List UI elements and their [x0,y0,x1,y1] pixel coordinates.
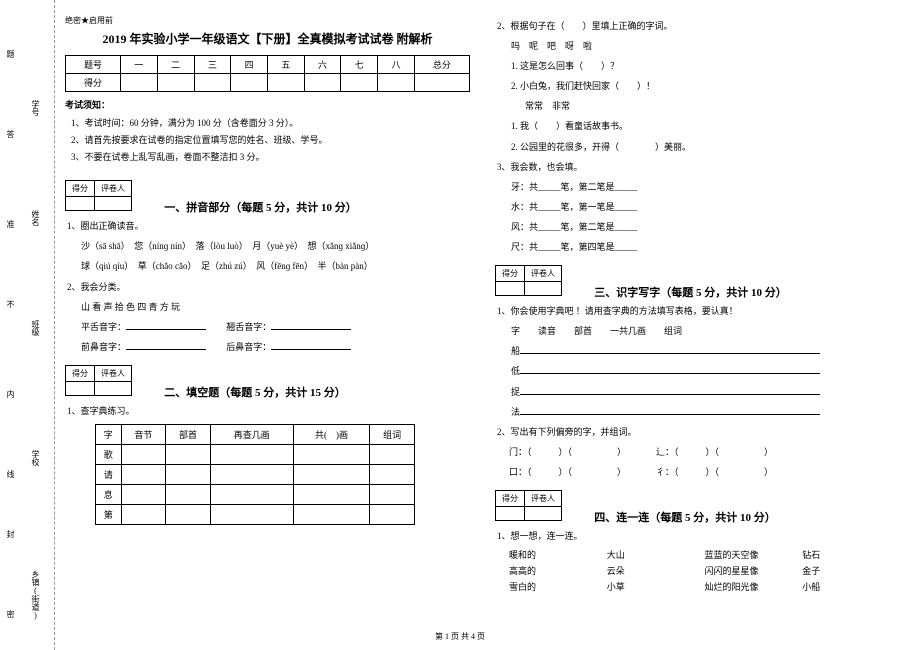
section1-title: 一、拼音部分（每题 5 分，共计 10 分） [164,199,357,215]
binding-margin: 乡镇(街道) 学校 班级 姓名 学号 密 封 线 内 不 准 答 题 [0,0,55,650]
match-row: 雪白的 小草 灿烂的阳光像 小船 [509,580,900,593]
bind-mark: 密 [5,610,16,618]
bind-label: 姓名 [30,210,41,226]
bind-label: 班级 [30,320,41,336]
left-column: 绝密★启用前 2019 年实验小学一年级语文【下册】全真模拟考试试卷 附解析 题… [65,15,470,596]
bind-label: 学号 [30,100,41,116]
score-cell: 一 [121,56,158,74]
score-cell: 题号 [66,56,121,74]
section2-title: 二、填空题（每题 5 分，共计 15 分） [164,384,346,400]
bind-mark: 题 [5,50,16,58]
bind-mark: 线 [5,470,16,478]
notice-item: 3、不要在试卷上乱写乱画，卷面不整洁扣 3 分。 [71,149,470,166]
dict-table: 字 音节 部首 再查几画 共( )画 组词 歌 请 息 第 [95,424,415,525]
score-cell: 二 [157,56,194,74]
bind-label: 学校 [30,450,41,466]
q2-2: 2、根据句子在（ ）里填上正确的字词。 [497,18,900,35]
score-cell: 四 [231,56,268,74]
secret-mark: 绝密★启用前 [65,15,470,26]
exam-title: 2019 年实验小学一年级语文【下册】全真模拟考试试卷 附解析 [65,30,470,47]
q3-1: 1、你会使用字典吧 ！请用查字典的方法填写表格，要认真！ [497,303,900,320]
grader-box: 得分评卷人 [495,490,562,521]
score-cell: 八 [378,56,415,74]
bind-label: 乡镇(街道) [30,570,41,620]
q1-2: 2、我会分类。 [67,279,470,296]
q1-1: 1、圈出正确读音。 [67,218,470,235]
bind-mark: 封 [5,530,16,538]
grader-box: 得分评卷人 [65,365,132,396]
q1-1-line: 球（qiú qíu） 草（chǎo cǎo） 足（zhú zú） 风（fēnɡ … [67,258,470,275]
q1-2-blanks: 前鼻音字： 后鼻音字： [67,339,470,356]
q2-1: 1、查字典练习。 [67,403,470,420]
q1-1-line: 沙（sā shā） 您（nínɡ nín） 落（lòu luò） 月（yuè y… [67,238,470,255]
score-cell: 三 [194,56,231,74]
score-cell: 六 [304,56,341,74]
right-column: 2、根据句子在（ ）里填上正确的字词。 吗 呢 吧 呀 啦 1. 这是怎么回事（… [495,15,900,596]
notice-list: 1、考试时间：60 分钟，满分为 100 分（含卷面分 3 分）。 2、请首先按… [71,115,470,166]
section3-title: 三、识字写字（每题 5 分，共计 10 分） [594,284,787,300]
score-cell [121,74,158,92]
match-row: 暖和的 大山 蓝蓝的天空像 钻石 [509,548,900,561]
notice-item: 1、考试时间：60 分钟，满分为 100 分（含卷面分 3 分）。 [71,115,470,132]
score-table: 题号 一 二 三 四 五 六 七 八 总分 得分 [65,55,470,92]
page-footer: 第 1 页 共 4 页 [0,631,920,642]
section4-title: 四、连一连（每题 5 分，共计 10 分） [594,509,776,525]
q1-2-blanks: 平舌音字： 翘舌音字： [67,319,470,336]
page-content: 绝密★启用前 2019 年实验小学一年级语文【下册】全真模拟考试试卷 附解析 题… [65,15,905,596]
grader-box: 得分评卷人 [65,180,132,211]
q4-1: 1、想一想，连一连。 [497,528,900,545]
score-cell: 得分 [66,74,121,92]
grader-box: 得分评卷人 [495,265,562,296]
q1-2-chars: 山 看 声 拾 色 四 青 方 玩 [67,299,470,316]
notice-head: 考试须知： [65,98,470,111]
notice-item: 2、请首先按要求在试卷的指定位置填写您的姓名、班级、学号。 [71,132,470,149]
score-cell: 五 [267,56,304,74]
bind-mark: 准 [5,220,16,228]
bind-mark: 内 [5,390,16,398]
bind-mark: 不 [5,300,16,308]
score-cell: 总分 [414,56,469,74]
score-cell: 七 [341,56,378,74]
match-row: 高高的 云朵 闪闪的星星像 金子 [509,564,900,577]
q2-3: 3、我会数，也会填。 [497,159,900,176]
q3-2: 2、写出有下列偏旁的字，并组词。 [497,424,900,441]
bind-mark: 答 [5,130,16,138]
